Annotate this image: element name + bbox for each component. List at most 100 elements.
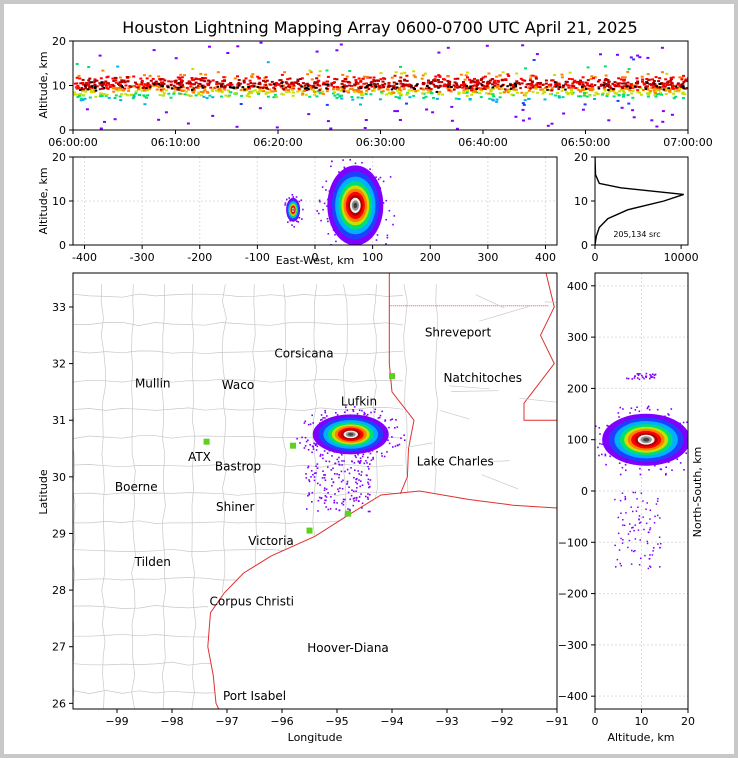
north-south-altitude-tick-label: 0: [592, 715, 599, 728]
map-source: [359, 485, 361, 488]
north-south-storm-cell-scatter: [619, 406, 622, 409]
time-altitude-core: [174, 86, 177, 89]
time-altitude-source: [341, 73, 345, 76]
time-altitude-source: [158, 94, 162, 97]
north-south-source: [632, 550, 635, 553]
time-altitude-core: [281, 87, 285, 90]
time-altitude-core: [94, 89, 98, 92]
map-storm-cell-scatter: [379, 414, 382, 417]
map-storm-cell-scatter: [384, 419, 387, 421]
map-frame: [72, 272, 558, 710]
time-altitude-source: [456, 77, 460, 80]
north-south-storm-cell-scatter: [621, 466, 624, 469]
east-west-storm-cell-scatter: [342, 159, 344, 161]
time-altitude-source: [113, 76, 117, 79]
time-altitude-core: [330, 84, 333, 87]
time-altitude-source: [654, 87, 658, 90]
time-altitude-source: [355, 90, 359, 93]
time-altitude-core: [200, 84, 204, 87]
north-south-storm-cell-scatter: [707, 451, 709, 453]
time-altitude-core: [609, 87, 613, 90]
map-storm-cell-scatter: [311, 445, 314, 447]
east-west-minor-cell-scatter: [297, 221, 300, 223]
map-source: [347, 491, 350, 494]
map-source: [307, 465, 310, 468]
time-altitude-source: [542, 90, 546, 93]
time-altitude-source: [198, 83, 202, 85]
time-altitude-source: [413, 76, 417, 79]
east-west-storm-cell-scatter: [332, 229, 335, 231]
time-altitude-source: [341, 88, 345, 91]
time-altitude-source: [203, 89, 207, 92]
time-altitude-source: [331, 82, 335, 84]
time-altitude-source: [661, 110, 665, 113]
time-altitude-source: [627, 88, 630, 91]
time-altitude-source: [91, 87, 95, 90]
north-south-source: [638, 518, 640, 520]
map-storm-cell-scatter: [299, 442, 301, 444]
map-storm-cell-scatter: [328, 449, 331, 452]
time-altitude-source: [76, 87, 80, 90]
time-altitude-core: [593, 84, 597, 87]
time-altitude-source: [253, 89, 257, 92]
map-source: [306, 508, 308, 510]
time-altitude-source: [533, 75, 537, 78]
map-source: [367, 498, 369, 500]
map-source: [361, 484, 364, 486]
map-storm-cell-scatter: [368, 450, 371, 453]
time-altitude-source: [463, 78, 467, 81]
north-south-storm-cell-scatter: [673, 419, 675, 422]
north-south-storm-cell-scatter: [648, 469, 650, 471]
parish-boundary: [479, 306, 530, 322]
latitude-tick-label: 28: [52, 584, 66, 597]
east-west-storm-cell-scatter: [334, 233, 336, 236]
time-altitude-source: [429, 90, 433, 93]
east-west-minor-cell-scatter: [300, 199, 303, 201]
north-south-source: [647, 567, 650, 570]
time-altitude-source: [454, 97, 458, 100]
state-border: [388, 273, 415, 494]
time-altitude-core: [93, 81, 96, 84]
time-altitude-source: [322, 81, 326, 84]
time-altitude-core: [256, 86, 260, 89]
time-altitude-source: [514, 115, 518, 118]
north-south-source: [628, 539, 631, 542]
parish-boundary: [519, 397, 557, 403]
time-altitude-source: [266, 95, 270, 98]
north-south-source: [630, 563, 633, 565]
time-altitude-source: [107, 96, 111, 99]
time-altitude-core: [684, 87, 687, 90]
time-altitude-source: [145, 84, 149, 86]
time-altitude-source: [570, 84, 574, 87]
time-altitude-source: [266, 61, 270, 64]
map-source: [312, 473, 314, 476]
time-altitude-source: [531, 84, 535, 87]
time-altitude-source: [236, 83, 240, 86]
time-altitude-source: [607, 119, 611, 122]
time-altitude-source: [635, 77, 639, 80]
time-altitude-source: [180, 76, 184, 79]
time-altitude-core: [392, 86, 395, 89]
time-altitude-source: [357, 89, 361, 92]
east-west-storm-cell-scatter: [353, 245, 355, 247]
time-altitude-source: [616, 53, 619, 56]
time-altitude-source: [119, 99, 123, 102]
time-altitude-source: [662, 83, 666, 86]
map-source-cluster: [290, 442, 296, 449]
east-west-storm-cell-scatter: [335, 240, 337, 243]
east-west-storm-cell-scatter: [330, 223, 333, 226]
time-altitude-source: [295, 82, 299, 85]
time-altitude-source: [529, 74, 533, 77]
time-altitude-core: [237, 82, 240, 84]
time-altitude-source: [524, 67, 527, 70]
time-altitude-source: [570, 93, 574, 96]
north-south-tick-label: 0: [581, 485, 588, 498]
time-altitude-core: [382, 86, 385, 89]
map-source: [351, 460, 353, 463]
latitude-tick-label: 27: [52, 641, 66, 654]
east-west-tick-label: 300: [477, 251, 498, 264]
map-source: [352, 504, 355, 507]
time-altitude-source: [381, 80, 385, 83]
map-source: [310, 476, 312, 478]
time-altitude-source: [146, 94, 150, 97]
